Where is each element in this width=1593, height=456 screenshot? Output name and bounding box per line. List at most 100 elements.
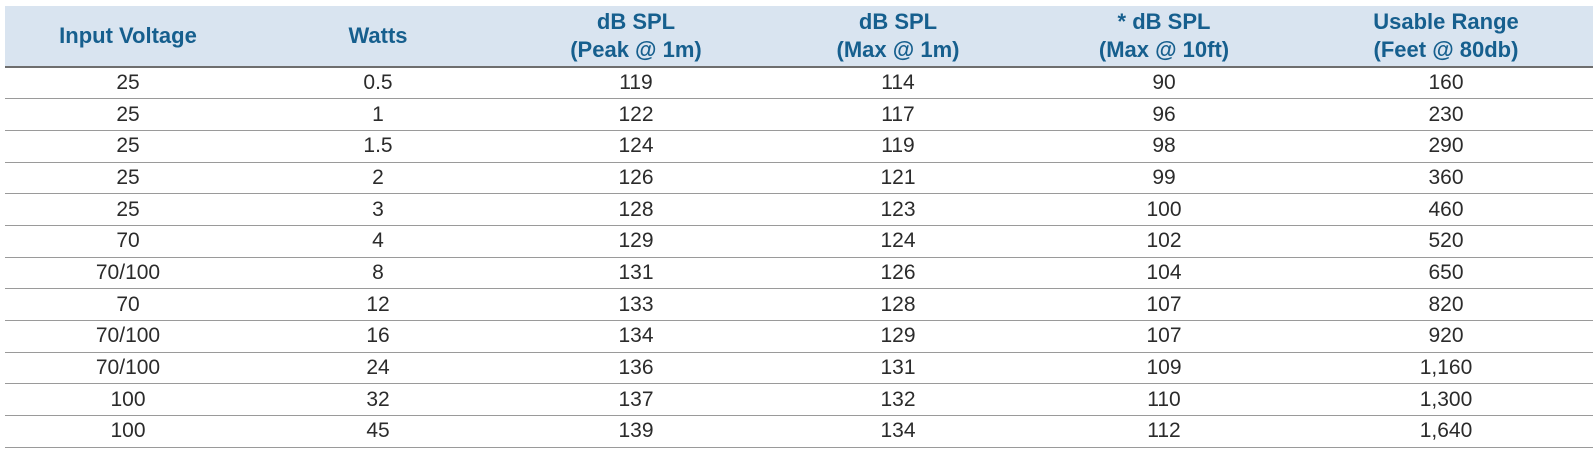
cell-input-voltage: 25 xyxy=(5,67,251,100)
header-usable-range-line-1: Usable Range xyxy=(1373,9,1519,34)
header-db-spl-peak-line-1: dB SPL xyxy=(596,9,676,34)
table-row: 70/100 24 136 131 109 1,160 xyxy=(5,352,1593,385)
cell-watts: 1.5 xyxy=(251,130,505,163)
cell-usable-range: 650 xyxy=(1299,257,1593,290)
cell-db-spl-max-1m: 123 xyxy=(767,193,1029,226)
table-header: Input Voltage Watts dB SPL (Peak @ 1m) d… xyxy=(5,6,1593,68)
table-row: 25 1 122 117 96 230 xyxy=(5,98,1593,131)
table-body: 25 0.5 119 114 90 160 25 1 122 117 96 230 25 1.5 124 11… xyxy=(5,67,1593,448)
cell-input-voltage: 100 xyxy=(5,383,251,417)
table-row: 70 4 129 124 102 520 xyxy=(5,225,1593,258)
cell-db-spl-peak: 133 xyxy=(505,288,767,321)
table-row: 100 32 137 132 110 1,300 xyxy=(5,383,1593,417)
header-watts: Watts xyxy=(251,6,505,68)
cell-input-voltage: 25 xyxy=(5,130,251,163)
cell-watts: 3 xyxy=(251,193,505,226)
cell-db-spl-max-10ft: 98 xyxy=(1029,130,1299,163)
cell-watts: 4 xyxy=(251,225,505,258)
cell-usable-range: 360 xyxy=(1299,162,1593,195)
cell-usable-range: 520 xyxy=(1299,225,1593,258)
cell-input-voltage: 25 xyxy=(5,98,251,131)
cell-db-spl-peak: 128 xyxy=(505,193,767,226)
cell-db-spl-max-10ft: 104 xyxy=(1029,257,1299,290)
cell-input-voltage: 100 xyxy=(5,415,251,448)
cell-usable-range: 460 xyxy=(1299,193,1593,226)
cell-db-spl-max-10ft: 96 xyxy=(1029,98,1299,131)
cell-db-spl-max-10ft: 100 xyxy=(1029,193,1299,226)
cell-usable-range: 1,160 xyxy=(1299,352,1593,385)
header-input-voltage-line-1: Input Voltage xyxy=(59,23,197,48)
cell-db-spl-max-1m: 117 xyxy=(767,98,1029,131)
header-db-spl-max-10ft-line-2: (Max @ 10ft) xyxy=(1098,37,1230,62)
cell-db-spl-peak: 139 xyxy=(505,415,767,448)
cell-input-voltage: 70/100 xyxy=(5,352,251,385)
header-watts-line-1: Watts xyxy=(348,23,408,48)
cell-db-spl-max-1m: 124 xyxy=(767,225,1029,258)
table-row: 70/100 8 131 126 104 650 xyxy=(5,257,1593,290)
cell-input-voltage: 70/100 xyxy=(5,320,251,353)
cell-watts: 2 xyxy=(251,162,505,195)
header-db-spl-max-10ft-line-1: * dB SPL xyxy=(1117,9,1211,34)
table-row: 70/100 16 134 129 107 920 xyxy=(5,320,1593,353)
cell-db-spl-peak: 126 xyxy=(505,162,767,195)
cell-db-spl-peak: 134 xyxy=(505,320,767,353)
cell-watts: 32 xyxy=(251,383,505,417)
cell-usable-range: 290 xyxy=(1299,130,1593,163)
table-row: 25 0.5 119 114 90 160 xyxy=(5,67,1593,100)
speaker-spec-table-container: Input Voltage Watts dB SPL (Peak @ 1m) d… xyxy=(5,6,1593,448)
cell-db-spl-max-1m: 114 xyxy=(767,67,1029,100)
header-db-spl-peak: dB SPL (Peak @ 1m) xyxy=(505,6,767,68)
header-input-voltage: Input Voltage xyxy=(5,6,251,68)
header-db-spl-max-10ft: * dB SPL (Max @ 10ft) xyxy=(1029,6,1299,68)
cell-db-spl-max-1m: 134 xyxy=(767,415,1029,448)
speaker-spec-table: Input Voltage Watts dB SPL (Peak @ 1m) d… xyxy=(5,6,1593,448)
cell-db-spl-peak: 129 xyxy=(505,225,767,258)
cell-db-spl-max-10ft: 110 xyxy=(1029,383,1299,417)
cell-db-spl-max-1m: 126 xyxy=(767,257,1029,290)
cell-db-spl-peak: 119 xyxy=(505,67,767,100)
cell-watts: 45 xyxy=(251,415,505,448)
header-usable-range-line-2: (Feet @ 80db) xyxy=(1373,37,1519,62)
cell-watts: 8 xyxy=(251,257,505,290)
cell-input-voltage: 70/100 xyxy=(5,257,251,290)
header-row: Input Voltage Watts dB SPL (Peak @ 1m) d… xyxy=(5,6,1593,68)
cell-watts: 16 xyxy=(251,320,505,353)
table-row: 25 3 128 123 100 460 xyxy=(5,193,1593,226)
cell-watts: 12 xyxy=(251,288,505,321)
cell-usable-range: 1,300 xyxy=(1299,383,1593,417)
cell-usable-range: 820 xyxy=(1299,288,1593,321)
cell-input-voltage: 70 xyxy=(5,288,251,321)
header-db-spl-max-1m-line-2: (Max @ 1m) xyxy=(836,37,960,62)
cell-watts: 24 xyxy=(251,352,505,385)
cell-usable-range: 160 xyxy=(1299,67,1593,100)
table-row: 25 2 126 121 99 360 xyxy=(5,162,1593,195)
table-row: 100 45 139 134 112 1,640 xyxy=(5,415,1593,448)
table-row: 70 12 133 128 107 820 xyxy=(5,288,1593,321)
cell-db-spl-peak: 131 xyxy=(505,257,767,290)
cell-input-voltage: 70 xyxy=(5,225,251,258)
cell-db-spl-peak: 136 xyxy=(505,352,767,385)
cell-input-voltage: 25 xyxy=(5,193,251,226)
header-db-spl-max-1m: dB SPL (Max @ 1m) xyxy=(767,6,1029,68)
cell-db-spl-max-10ft: 102 xyxy=(1029,225,1299,258)
table-row: 25 1.5 124 119 98 290 xyxy=(5,130,1593,163)
cell-db-spl-max-10ft: 109 xyxy=(1029,352,1299,385)
cell-usable-range: 920 xyxy=(1299,320,1593,353)
cell-watts: 1 xyxy=(251,98,505,131)
cell-db-spl-max-1m: 131 xyxy=(767,352,1029,385)
cell-watts: 0.5 xyxy=(251,67,505,100)
header-usable-range: Usable Range (Feet @ 80db) xyxy=(1299,6,1593,68)
cell-db-spl-peak: 124 xyxy=(505,130,767,163)
cell-db-spl-max-10ft: 112 xyxy=(1029,415,1299,448)
cell-db-spl-max-10ft: 99 xyxy=(1029,162,1299,195)
cell-db-spl-max-1m: 121 xyxy=(767,162,1029,195)
header-db-spl-max-1m-line-1: dB SPL xyxy=(858,9,938,34)
cell-db-spl-max-10ft: 90 xyxy=(1029,67,1299,100)
cell-db-spl-peak: 122 xyxy=(505,98,767,131)
cell-usable-range: 230 xyxy=(1299,98,1593,131)
cell-db-spl-max-10ft: 107 xyxy=(1029,288,1299,321)
cell-db-spl-peak: 137 xyxy=(505,383,767,417)
header-db-spl-peak-line-2: (Peak @ 1m) xyxy=(570,37,702,62)
cell-usable-range: 1,640 xyxy=(1299,415,1593,448)
cell-db-spl-max-1m: 132 xyxy=(767,383,1029,417)
